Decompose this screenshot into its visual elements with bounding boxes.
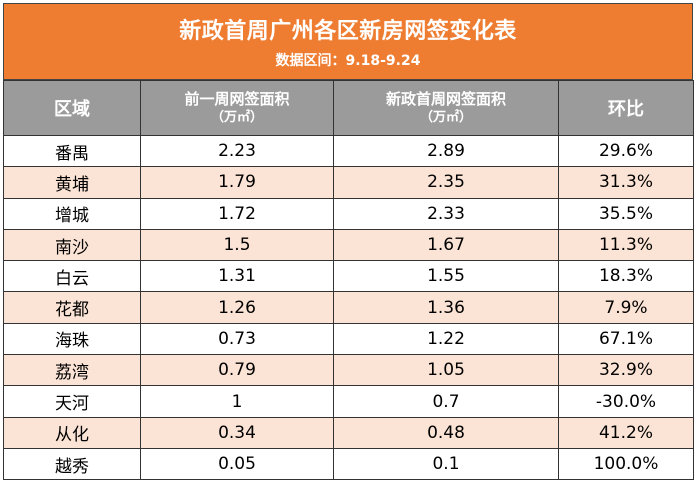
table-row: 荔湾 0.79 1.05 32.9%	[3, 354, 694, 387]
signing-area-table: 区域 前一周网签面积 （万㎡） 新政首周网签面积 （万㎡） 环比 番禺 2.23…	[3, 80, 694, 481]
table-row: 海珠 0.73 1.22 67.1%	[3, 322, 694, 356]
table-row: 花都 1.26 1.36 7.9%	[3, 291, 694, 324]
cell-district: 海珠	[3, 322, 141, 356]
cell-ratio: -30.0%	[558, 385, 694, 418]
cell-ratio: 29.6%	[558, 134, 694, 168]
cell-prev: 0.34	[140, 416, 334, 449]
cell-district: 南沙	[3, 228, 141, 262]
cell-ratio: 18.3%	[558, 260, 694, 293]
cell-new: 0.48	[333, 416, 559, 449]
cell-district: 荔湾	[3, 354, 141, 387]
cell-district: 白云	[3, 260, 141, 293]
cell-new: 1.55	[333, 260, 559, 293]
cell-ratio: 32.9%	[558, 354, 694, 387]
page-title: 新政首周广州各区新房网签变化表	[179, 19, 517, 44]
cell-new: 2.89	[333, 134, 559, 168]
cell-ratio: 100.0%	[558, 447, 694, 481]
table-row: 南沙 1.5 1.67 11.3%	[3, 228, 694, 262]
header-ratio: 环比	[558, 80, 694, 136]
cell-ratio: 31.3%	[558, 166, 694, 199]
cell-new: 2.35	[333, 166, 559, 199]
table-row: 番禺 2.23 2.89 29.6%	[3, 134, 694, 168]
table-container: 新政首周广州各区新房网签变化表 数据区间：9.18-9.24 区域 前一周网签面…	[3, 3, 694, 487]
cell-prev: 1	[140, 385, 334, 418]
cell-ratio: 11.3%	[558, 228, 694, 262]
cell-prev: 1.79	[140, 166, 334, 199]
cell-ratio: 35.5%	[558, 197, 694, 230]
header-new-week-label: 新政首周网签面积	[385, 90, 506, 108]
cell-prev: 0.79	[140, 354, 334, 387]
cell-district: 番禺	[3, 134, 141, 168]
cell-district: 增城	[3, 197, 141, 230]
table-row: 越秀 0.05 0.1 100.0%	[3, 447, 694, 481]
header-prev-week-label: 前一周网签面积	[184, 90, 290, 108]
cell-ratio: 67.1%	[558, 322, 694, 356]
header-prev-week: 前一周网签面积 （万㎡）	[140, 80, 334, 136]
cell-district: 越秀	[3, 447, 141, 481]
cell-ratio: 7.9%	[558, 291, 694, 324]
table-row: 增城 1.72 2.33 35.5%	[3, 197, 694, 230]
cell-prev: 0.05	[140, 447, 334, 481]
table-row: 黄埔 1.79 2.35 31.3%	[3, 166, 694, 199]
cell-prev: 0.73	[140, 322, 334, 356]
table-row: 白云 1.31 1.55 18.3%	[3, 260, 694, 293]
cell-prev: 1.72	[140, 197, 334, 230]
cell-prev: 2.23	[140, 134, 334, 168]
header-prev-week-unit: （万㎡）	[210, 110, 263, 125]
title-banner: 新政首周广州各区新房网签变化表 数据区间：9.18-9.24	[3, 3, 693, 80]
cell-new: 0.1	[333, 447, 559, 481]
cell-district: 花都	[3, 291, 141, 324]
cell-district: 黄埔	[3, 166, 141, 199]
cell-district: 从化	[3, 416, 141, 449]
date-range-subtitle: 数据区间：9.18-9.24	[275, 53, 421, 69]
header-new-week-unit: （万㎡）	[419, 110, 472, 125]
header-new-week: 新政首周网签面积 （万㎡）	[333, 80, 559, 136]
header-district: 区域	[3, 80, 141, 136]
cell-new: 1.22	[333, 322, 559, 356]
cell-new: 1.05	[333, 354, 559, 387]
header-row: 区域 前一周网签面积 （万㎡） 新政首周网签面积 （万㎡） 环比	[3, 80, 694, 136]
cell-new: 2.33	[333, 197, 559, 230]
cell-prev: 1.5	[140, 228, 334, 262]
cell-ratio: 41.2%	[558, 416, 694, 449]
cell-district: 天河	[3, 385, 141, 418]
table-row: 从化 0.34 0.48 41.2%	[3, 416, 694, 449]
cell-new: 1.36	[333, 291, 559, 324]
table-row: 天河 1 0.7 -30.0%	[3, 385, 694, 418]
cell-prev: 1.26	[140, 291, 334, 324]
cell-new: 0.7	[333, 385, 559, 418]
cell-prev: 1.31	[140, 260, 334, 293]
cell-new: 1.67	[333, 228, 559, 262]
